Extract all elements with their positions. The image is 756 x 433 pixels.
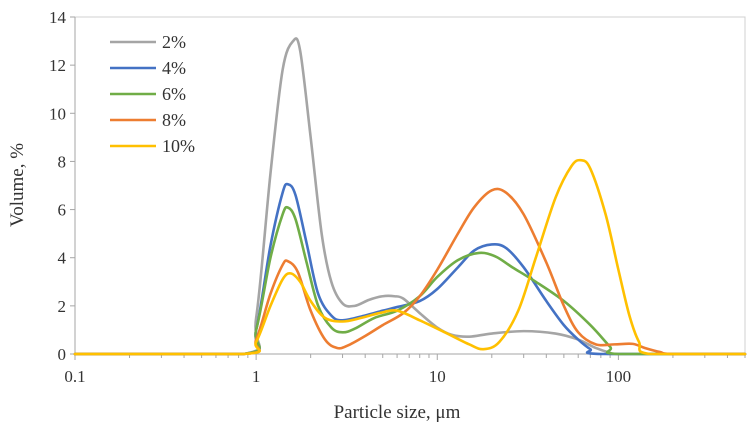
- x-tick-label: 1: [252, 367, 261, 386]
- y-axis-title: Volume, %: [7, 143, 28, 227]
- legend-label-3: 6%: [162, 84, 186, 104]
- series-line-5: [73, 158, 747, 356]
- y-tick-label: 10: [49, 104, 66, 123]
- legend-label-2: 4%: [162, 58, 186, 78]
- y-tick-label: 8: [58, 152, 67, 171]
- series-line-2: [73, 182, 747, 356]
- y-tick-label: 14: [49, 8, 67, 27]
- y-tick-label: 4: [58, 249, 67, 268]
- series-line-4: [73, 187, 747, 356]
- y-tick-label: 0: [58, 345, 67, 364]
- x-tick-label: 0.1: [64, 367, 85, 386]
- legend-label-1: 2%: [162, 32, 186, 52]
- legend: 2% 4% 6% 8% 10%: [110, 32, 195, 156]
- y-tick-label: 2: [58, 297, 67, 316]
- y-tick-label: 12: [49, 56, 66, 75]
- x-tick-label: 100: [606, 367, 632, 386]
- x-tick-label: 10: [429, 367, 446, 386]
- legend-label-5: 10%: [162, 136, 195, 156]
- series-line-3: [73, 205, 747, 356]
- series-layer: [73, 37, 747, 356]
- legend-label-4: 8%: [162, 110, 186, 130]
- y-tick-label: 6: [58, 201, 67, 220]
- series-line-1: [73, 37, 747, 356]
- x-axis-title: Particle size, μm: [334, 402, 461, 423]
- axes: 0 2 4 6 8 10 12 14 0.1 1 10 100: [49, 8, 746, 386]
